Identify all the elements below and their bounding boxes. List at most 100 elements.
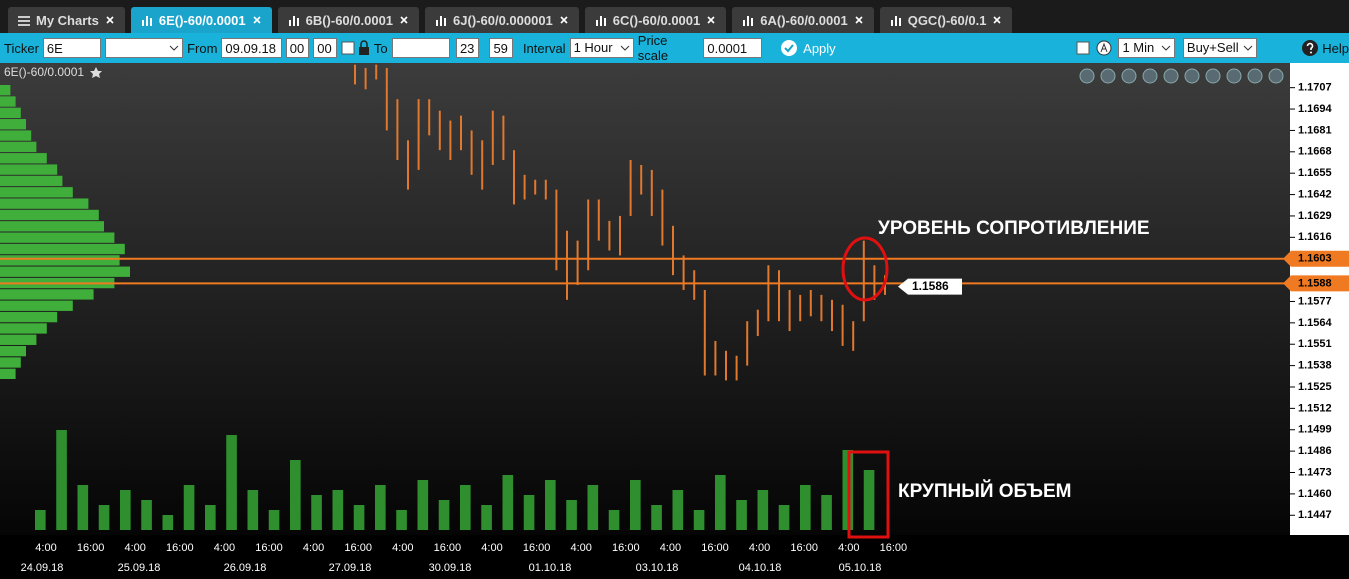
help-icon[interactable]	[1301, 39, 1318, 57]
arrow	[169, 45, 179, 51]
plot-background	[0, 63, 1290, 535]
tool-icon[interactable]	[1121, 68, 1137, 84]
y-tick-label: 1.1577	[1298, 295, 1332, 307]
tab-icon	[141, 16, 152, 26]
tab[interactable]: My Charts	[8, 7, 125, 33]
volume-bar	[162, 515, 174, 530]
tool-icon[interactable]	[1268, 68, 1284, 84]
x-tick-label: 16:00	[523, 542, 551, 554]
x-tick-label: 16:00	[166, 542, 194, 554]
tab-icon	[743, 16, 754, 26]
to-date[interactable]	[391, 38, 450, 58]
tab[interactable]: 6J()-60/0.000001	[425, 7, 579, 33]
tool-icon[interactable]	[1184, 68, 1200, 84]
last-price: 1.1586	[912, 279, 949, 293]
y-tick-label: 1.1512	[1298, 402, 1332, 414]
from-minute[interactable]: 00	[313, 38, 337, 58]
tab-close[interactable]	[854, 15, 864, 25]
tab-close[interactable]	[706, 15, 716, 25]
tab[interactable]: 6E()-60/0.0001	[130, 7, 272, 33]
interval-dropdown[interactable]: 1 Hour	[569, 38, 634, 58]
date-label: 25.09.18	[118, 562, 161, 574]
tool-icon[interactable]	[1226, 68, 1242, 84]
last-price-tag	[898, 278, 962, 295]
tab[interactable]: QGC()-60/0.1	[879, 7, 1013, 33]
volume-bar	[630, 480, 641, 530]
tab[interactable]: 6B()-60/0.0001	[277, 7, 420, 33]
volume-bar	[247, 490, 259, 530]
side-dropdown[interactable]: Buy+Sell	[1182, 38, 1257, 58]
volume-bar	[545, 480, 556, 530]
volume-bar	[736, 500, 747, 530]
volume-bar	[693, 510, 705, 530]
ticker-input[interactable]: 6E	[42, 38, 102, 58]
tab-close[interactable]	[105, 15, 115, 25]
lock-checkbox[interactable]	[341, 40, 370, 56]
from-hour[interactable]: 00	[285, 38, 310, 58]
tab[interactable]: 6C()-60/0.0001	[584, 7, 727, 33]
apply-icon[interactable]	[780, 39, 799, 57]
y-tick-label: 1.1460	[1298, 488, 1332, 500]
tool-icon[interactable]	[1100, 68, 1116, 84]
tool-icon[interactable]	[1247, 68, 1263, 84]
volume-bar	[672, 490, 684, 530]
from-date[interactable]: 09.09.18	[221, 38, 282, 58]
tool-icon[interactable]	[1205, 68, 1221, 84]
apply-button[interactable]: Apply	[803, 40, 836, 56]
ticker-dropdown[interactable]	[105, 38, 184, 58]
y-tick-label: 1.1538	[1298, 360, 1332, 372]
volume-bar	[332, 490, 344, 530]
tool-icon[interactable]	[1163, 68, 1179, 84]
volume-profile-bar	[0, 255, 120, 266]
tab-icon	[436, 16, 447, 26]
time-axis	[0, 535, 1349, 579]
tab-label: 6C()-60/0.0001	[612, 12, 701, 28]
volume-profile-bar	[0, 266, 130, 277]
volume-profile-bar	[0, 141, 37, 153]
x-tick-label: 16:00	[701, 542, 729, 554]
volume-bar	[290, 460, 301, 530]
to-minute[interactable]: 59	[489, 38, 513, 58]
y-tick-label: 1.1694	[1298, 103, 1333, 115]
tab-icon	[595, 16, 606, 26]
x-tick-label: 4:00	[214, 542, 235, 554]
help-link[interactable]: Help	[1322, 40, 1349, 56]
volume-bar	[141, 500, 152, 530]
tab-close[interactable]	[399, 15, 409, 25]
chart-tools	[1079, 68, 1284, 84]
tool-icon[interactable]	[1142, 68, 1158, 84]
label: Ticker	[4, 40, 39, 56]
date-label: 26.09.18	[224, 562, 267, 574]
toolbar: Ticker 6E From 09.09.18 00 00 To 23 59 I…	[0, 33, 1349, 63]
y-tick-label: 1.1681	[1298, 124, 1332, 136]
volume-bar	[417, 480, 429, 530]
y-tick-label: 1.1629	[1298, 210, 1332, 222]
x-tick-label: 4:00	[749, 542, 770, 554]
tab-close[interactable]	[992, 15, 1002, 25]
level-label: 1.1588	[1298, 277, 1332, 289]
x-tick-label: 16:00	[255, 542, 283, 554]
date-label: 24.09.18	[21, 562, 64, 574]
x-tick-label: 16:00	[790, 542, 818, 554]
volume-bar	[353, 505, 365, 530]
volume-bar	[608, 510, 620, 530]
tool-icon[interactable]	[1079, 68, 1095, 84]
volume-bar	[821, 495, 832, 530]
volume-profile-bar	[0, 334, 37, 345]
label: To	[373, 40, 388, 56]
volume-profile-bar	[0, 209, 99, 221]
volume-bar	[502, 475, 514, 530]
x-tick-label: 4:00	[838, 542, 859, 554]
toggles[interactable]	[1076, 39, 1115, 57]
to-hour[interactable]: 23	[455, 38, 480, 58]
favorite-star[interactable]	[90, 67, 102, 78]
annotation: УРОВЕНЬ СОПРОТИВЛЕНИЕ	[878, 218, 1150, 239]
tab[interactable]: 6A()-60/0.0001	[732, 7, 874, 33]
tab-close[interactable]	[252, 15, 262, 25]
annotation: КРУПНЫЙ ОБЪЕМ	[898, 480, 1072, 502]
tab-close[interactable]	[559, 15, 569, 25]
price-scale-input[interactable]: 0.0001	[703, 38, 762, 58]
volume-bar	[77, 485, 89, 530]
period-dropdown[interactable]: 1 Min	[1118, 38, 1175, 58]
x-tick-label: 4:00	[392, 542, 413, 554]
